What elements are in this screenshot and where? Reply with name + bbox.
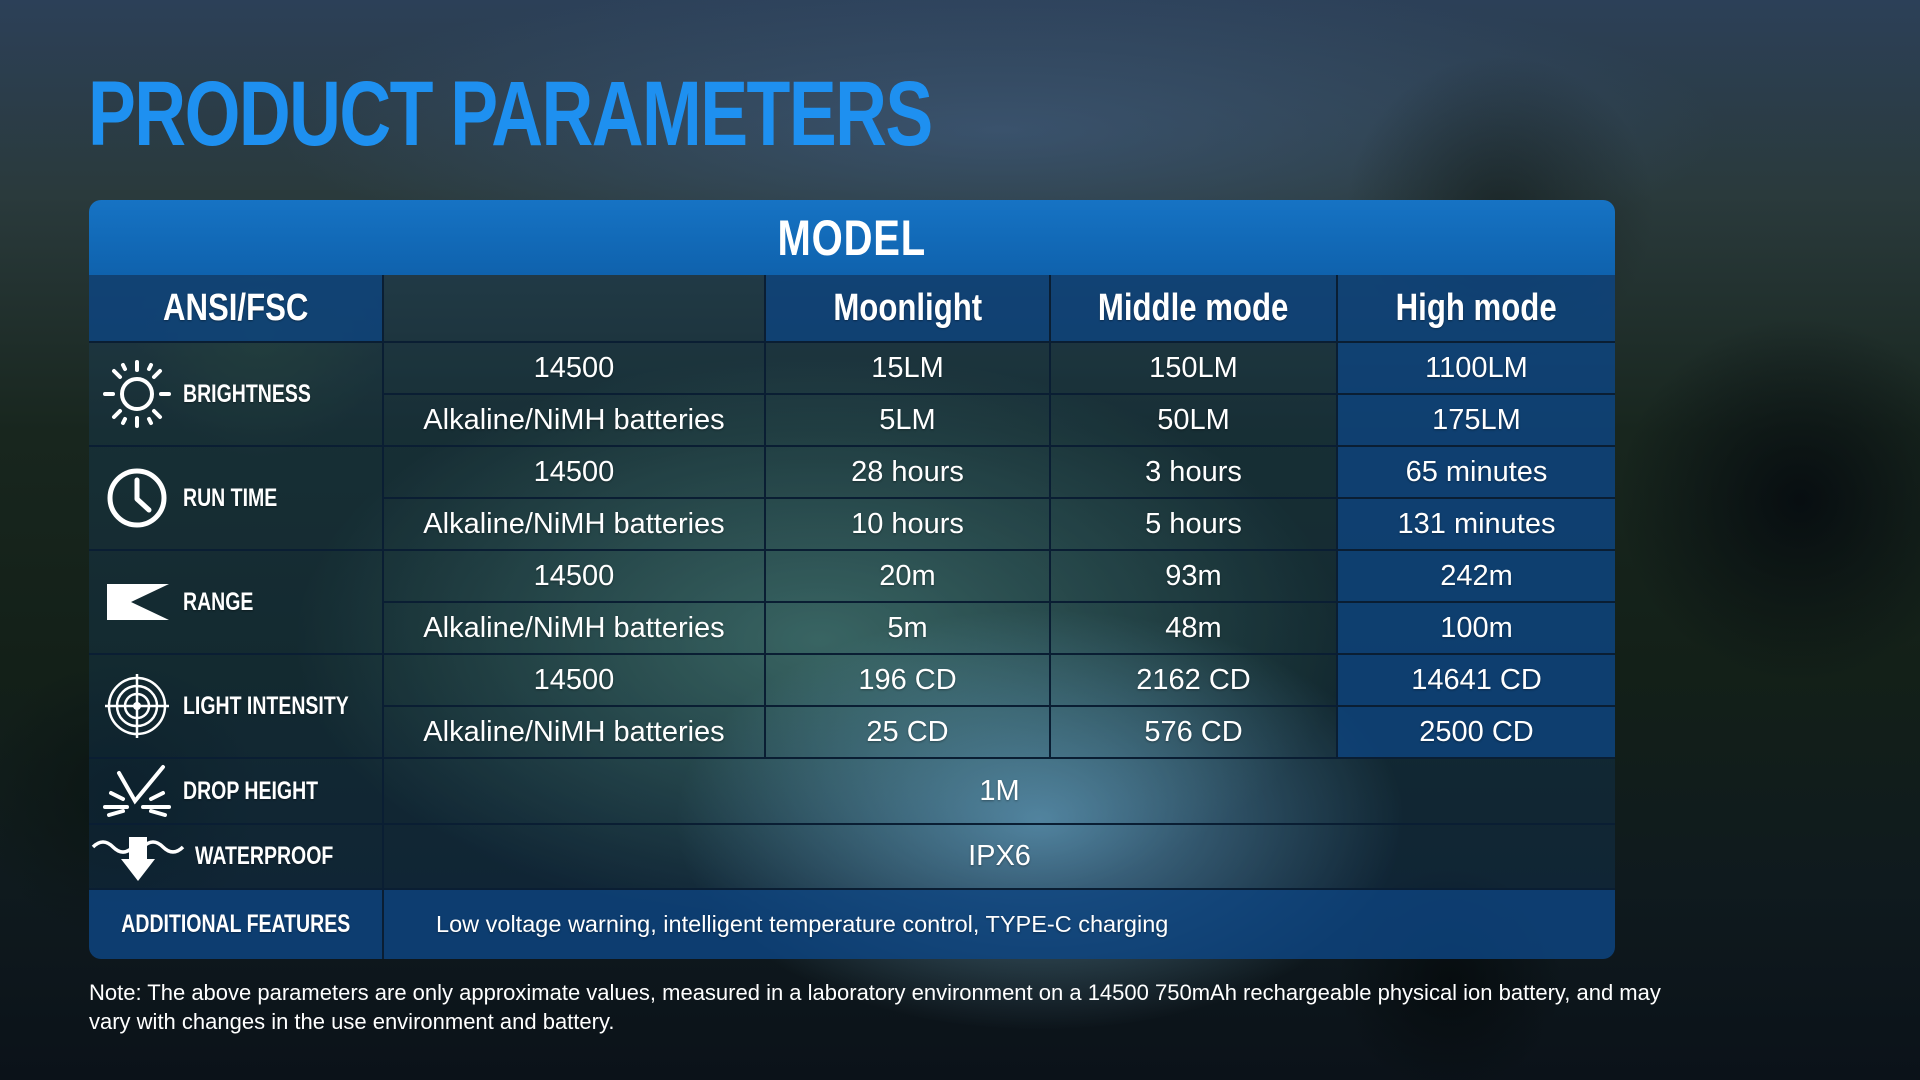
cell-intensity-2-high: 2500 CD [1338, 707, 1615, 759]
cell-runtime-2-middle: 5 hours [1051, 499, 1338, 551]
row-label-range: RANGE [89, 551, 384, 655]
cell-runtime-2-high: 131 minutes [1338, 499, 1615, 551]
cell-runtime-2-moonlight: 10 hours [766, 499, 1051, 551]
spec-table: MODEL ANSI/FSC Moonlight Middle mode Hig… [89, 200, 1615, 959]
cell-intensity-2-moonlight: 25 CD [766, 707, 1051, 759]
beam-icon [107, 584, 169, 620]
clock-icon [107, 468, 167, 528]
cell-brightness-2-battery: Alkaline/NiMH batteries [384, 395, 766, 447]
target-icon [105, 674, 169, 738]
impact-icon [103, 765, 171, 817]
cell-runtime-1-high: 65 minutes [1338, 447, 1615, 499]
header-battery [384, 275, 766, 343]
cell-range-2-high: 100m [1338, 603, 1615, 655]
cell-intensity-2-middle: 576 CD [1051, 707, 1338, 759]
cell-brightness-1-middle: 150LM [1051, 343, 1338, 395]
cell-runtime-2-battery: Alkaline/NiMH batteries [384, 499, 766, 551]
row-label-run-time: RUN TIME [89, 447, 384, 551]
cell-runtime-1-moonlight: 28 hours [766, 447, 1051, 499]
cell-brightness-1-high: 1100LM [1338, 343, 1615, 395]
footnote: Note: The above parameters are only appr… [89, 980, 1661, 1034]
cell-brightness-1-battery: 14500 [384, 343, 766, 395]
cell-intensity-1-moonlight: 196 CD [766, 655, 1051, 707]
cell-intensity-1-middle: 2162 CD [1051, 655, 1338, 707]
cell-brightness-2-high: 175LM [1338, 395, 1615, 447]
row-label-waterproof: WATERPROOF [89, 825, 384, 890]
cell-brightness-2-moonlight: 5LM [766, 395, 1051, 447]
cell-drop-height-value: 1M [384, 759, 1615, 825]
water-drop-icon [91, 836, 185, 881]
cell-runtime-1-middle: 3 hours [1051, 447, 1338, 499]
row-label-additional-features: ADDITIONAL FEATURES [89, 890, 384, 959]
cell-additional-features-value: Low voltage warning, intelligent tempera… [384, 890, 1615, 959]
row-label-brightness: BRIGHTNESS [89, 343, 384, 447]
row-label-drop-height: DROP HEIGHT [89, 759, 384, 825]
header-moonlight: Moonlight [766, 275, 1051, 343]
cell-range-1-high: 242m [1338, 551, 1615, 603]
page-title: PRODUCT PARAMETERS [88, 63, 933, 165]
cell-intensity-2-battery: Alkaline/NiMH batteries [384, 707, 766, 759]
model-header: MODEL [89, 200, 1615, 275]
cell-range-2-middle: 48m [1051, 603, 1338, 655]
cell-range-2-battery: Alkaline/NiMH batteries [384, 603, 766, 655]
cell-intensity-1-high: 14641 CD [1338, 655, 1615, 707]
cell-range-2-moonlight: 5m [766, 603, 1051, 655]
cell-brightness-2-middle: 50LM [1051, 395, 1338, 447]
cell-brightness-1-moonlight: 15LM [766, 343, 1051, 395]
header-ansi: ANSI/FSC [89, 275, 384, 343]
row-label-light-intensity: LIGHT INTENSITY [89, 655, 384, 759]
cell-intensity-1-battery: 14500 [384, 655, 766, 707]
cell-runtime-1-battery: 14500 [384, 447, 766, 499]
cell-range-1-battery: 14500 [384, 551, 766, 603]
header-high-mode: High mode [1338, 275, 1615, 343]
cell-range-1-moonlight: 20m [766, 551, 1051, 603]
cell-range-1-middle: 93m [1051, 551, 1338, 603]
cell-waterproof-value: IPX6 [384, 825, 1615, 890]
header-middle-mode: Middle mode [1051, 275, 1338, 343]
model-label: MODEL [777, 209, 927, 266]
sun-icon [103, 360, 171, 428]
spec-grid: ANSI/FSC Moonlight Middle mode High mode… [89, 275, 1615, 959]
